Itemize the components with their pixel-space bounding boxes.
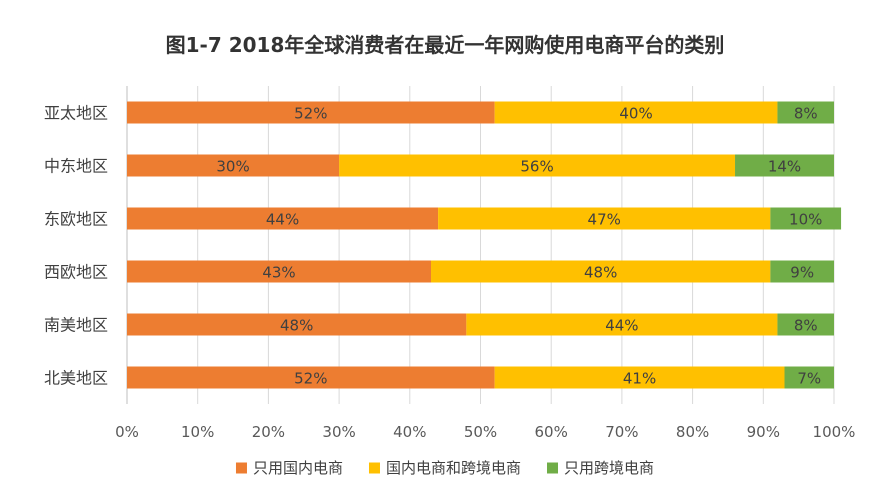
legend-swatch (547, 462, 559, 474)
legend-swatch (235, 462, 247, 474)
bar-segment (777, 101, 834, 124)
category-label: 亚太地区 (44, 104, 108, 123)
bar-segment (339, 154, 736, 177)
bar-segment (127, 154, 340, 177)
data-label: 48% (584, 264, 617, 282)
data-label: 41% (623, 370, 656, 388)
x-tick-label: 0% (115, 423, 139, 441)
x-tick-label: 20% (252, 423, 285, 441)
x-tick-label: 90% (747, 423, 780, 441)
data-labels: 52% 40% 8% 30% 56% 14% 44% 47% 10% 43% 48% 9% 48% 44%… (216, 105, 822, 388)
category-label: 南美地区 (44, 316, 108, 335)
data-label: 43% (262, 264, 295, 282)
bar-segment (777, 313, 834, 336)
x-tick-labels: 0% 10% 20% 30% 40% 50% 60% 70% 80% 90% 100% (115, 423, 855, 441)
data-label: 14% (768, 158, 801, 176)
data-label: 9% (790, 264, 814, 282)
bar-segment (770, 207, 842, 230)
bar-segment (438, 207, 771, 230)
data-label: 10% (789, 211, 822, 229)
legend-label: 只用跨境电商 (564, 459, 654, 477)
bar-segment (127, 207, 439, 230)
data-label: 44% (266, 211, 299, 229)
category-label: 东欧地区 (44, 210, 108, 229)
bar-segment (431, 260, 771, 283)
category-label: 中东地区 (44, 157, 108, 176)
data-label: 8% (794, 105, 818, 123)
data-label: 8% (794, 317, 818, 335)
legend-swatch (368, 462, 380, 474)
bar-segment (127, 366, 495, 389)
legend-label: 国内电商和跨境电商 (386, 459, 521, 477)
category-label: 西欧地区 (44, 263, 108, 282)
x-tick-label: 50% (464, 423, 497, 441)
gridlines (126, 86, 835, 404)
data-label: 44% (605, 317, 638, 335)
data-label: 56% (520, 158, 553, 176)
data-label: 52% (294, 370, 327, 388)
x-tick-label: 100% (813, 423, 856, 441)
x-tick-label: 60% (535, 423, 568, 441)
x-tick-label: 30% (322, 423, 355, 441)
bar-segment (784, 366, 834, 389)
data-label: 52% (294, 105, 327, 123)
legend: 只用国内电商 国内电商和跨境电商 只用跨境电商 (235, 459, 654, 477)
bar-segment (127, 101, 495, 124)
data-label: 7% (797, 370, 821, 388)
bars (127, 101, 842, 389)
bar-segment (127, 313, 467, 336)
bar-segment (735, 154, 834, 177)
bar-segment (494, 366, 785, 389)
x-tick-label: 70% (605, 423, 638, 441)
x-tick-label: 40% (393, 423, 426, 441)
bar-segment (494, 101, 778, 124)
data-label: 48% (280, 317, 313, 335)
x-tick-label: 80% (676, 423, 709, 441)
data-label: 47% (588, 211, 621, 229)
category-label: 北美地区 (44, 369, 108, 388)
bar-segment (466, 313, 778, 336)
chart-title: 图1-7 2018年全球消费者在最近一年网购使用电商平台的类别 (166, 33, 725, 57)
legend-label: 只用国内电商 (253, 459, 343, 477)
bar-segment (770, 260, 834, 283)
bar-segment (127, 260, 432, 283)
data-label: 40% (619, 105, 652, 123)
data-label: 30% (216, 158, 249, 176)
x-tick-label: 10% (181, 423, 214, 441)
